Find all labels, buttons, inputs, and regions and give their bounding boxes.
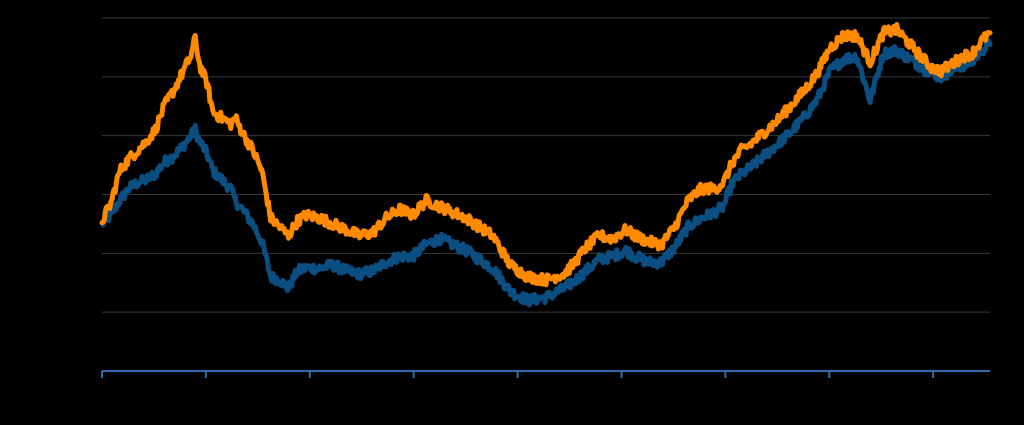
series-line-1 bbox=[99, 22, 993, 288]
gridlines bbox=[102, 17, 990, 313]
x-axis bbox=[101, 370, 990, 378]
series-line-2 bbox=[99, 38, 993, 308]
series-lines bbox=[99, 22, 993, 308]
